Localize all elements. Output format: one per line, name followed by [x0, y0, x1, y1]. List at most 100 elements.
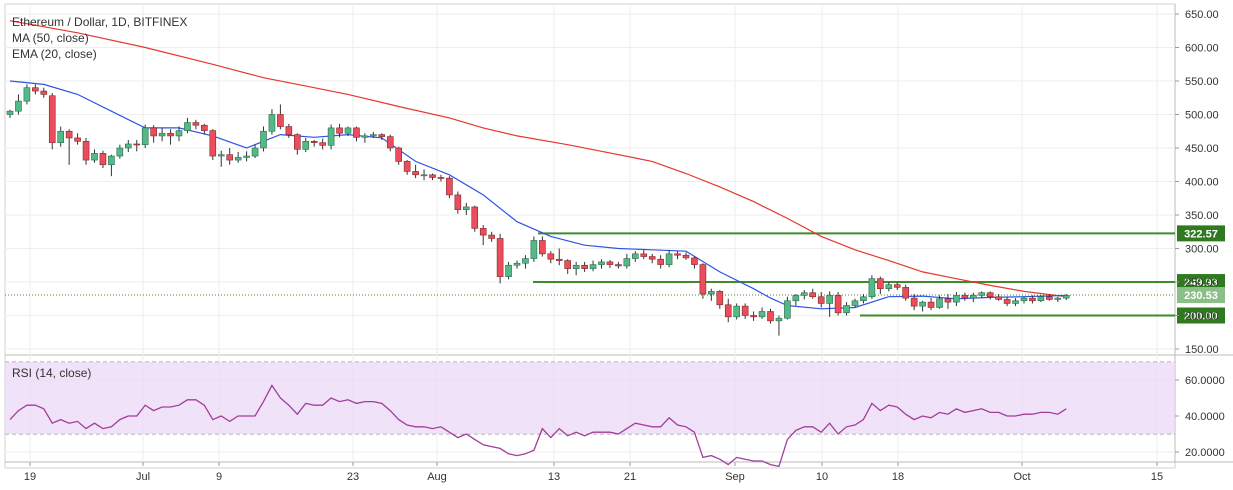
y-tick-label: 150.00: [1185, 344, 1219, 356]
candle-body: [767, 311, 774, 322]
last-price-tag: [1177, 287, 1225, 304]
candle-body: [817, 296, 825, 304]
candle-body: [741, 305, 749, 316]
candle-body: [125, 143, 132, 149]
candle-body: [327, 127, 335, 146]
candle-body: [496, 238, 504, 277]
candle-body: [792, 295, 800, 302]
candle-body: [936, 298, 943, 308]
ema-legend: EMA (20, close): [12, 47, 97, 61]
candle-body: [598, 261, 605, 265]
candle-body: [885, 284, 893, 289]
candle-body: [564, 260, 572, 269]
ma50-line: [9, 20, 1067, 298]
candle-body: [716, 291, 724, 306]
x-tick-label: 23: [347, 471, 359, 483]
candle-body: [995, 296, 1002, 300]
candle-body: [1003, 299, 1011, 304]
candle-body: [530, 240, 538, 259]
level-tag: [1177, 307, 1225, 324]
y-tick-label: 450.00: [1185, 143, 1219, 155]
candle-body: [91, 153, 98, 161]
candle-body: [1054, 297, 1062, 300]
candle-body: [539, 240, 546, 255]
candle-body: [758, 311, 766, 318]
support-resistance-levels: 322.57 249.93 200.00 230.53: [5, 225, 1225, 324]
candle-body: [251, 147, 259, 157]
candle-body: [944, 298, 952, 303]
candle-body: [986, 292, 994, 298]
rsi-series: [9, 384, 1067, 468]
x-tick-label: Sep: [725, 471, 745, 483]
y-tick-label: 600.00: [1185, 43, 1219, 55]
candle-body: [547, 253, 555, 260]
candle-body: [691, 257, 698, 265]
candle-body: [505, 264, 512, 277]
candle-body: [733, 305, 741, 318]
candle-body: [471, 206, 479, 229]
candle-body: [657, 258, 664, 265]
candle-body: [353, 127, 360, 138]
candle-body: [437, 177, 445, 179]
x-tick-label: 15: [1151, 471, 1163, 483]
candle-body: [479, 228, 487, 236]
candle-body: [513, 262, 521, 266]
candle-body: [488, 234, 495, 239]
candle-body: [877, 278, 884, 289]
main-legend: Ethereum / Dollar, 1D, BITFINEX MA (50, …: [12, 14, 187, 62]
candle-body: [116, 147, 124, 157]
candle-body: [209, 130, 217, 157]
candle-body: [446, 177, 453, 196]
chart-title: Ethereum / Dollar, 1D, BITFINEX: [12, 15, 188, 29]
candle-body: [57, 130, 65, 143]
candle-body: [919, 301, 926, 307]
x-tick-label: 10: [816, 471, 828, 483]
axes: 19 Jul 9 23 Aug 13 21 Sep 10 18 Oct 15 650.00 600.00 5…: [24, 9, 1225, 483]
candle-body: [260, 130, 267, 149]
last-price-label: 230.53: [1184, 290, 1218, 302]
candle-body: [74, 137, 81, 142]
candle-body: [927, 301, 935, 308]
candle-body: [784, 300, 791, 319]
candle-body: [665, 253, 673, 265]
candle-body: [1037, 296, 1045, 302]
candle-body: [412, 171, 419, 176]
candle-body: [48, 95, 56, 143]
candle-body: [1046, 296, 1053, 300]
candle-body: [910, 297, 918, 307]
candle-body: [420, 174, 428, 177]
candle-body: [310, 141, 318, 143]
candle-body: [615, 264, 622, 267]
rsi-legend: RSI (14, close): [12, 366, 92, 380]
x-tick-label: 13: [548, 471, 560, 483]
rsi-y-tick-label: 60.0000: [1185, 375, 1225, 387]
candle-body: [1062, 295, 1070, 299]
x-tick-label: 21: [624, 471, 636, 483]
candle-body: [302, 141, 310, 150]
candle-body: [395, 147, 403, 162]
x-tick-label: 9: [216, 471, 222, 483]
candle-body: [201, 124, 208, 131]
candle-body: [15, 100, 22, 112]
candle-body: [969, 295, 977, 299]
level-label: 249.93: [1184, 277, 1218, 289]
y-tick-label: 550.00: [1185, 76, 1219, 88]
candle-body: [555, 258, 563, 261]
candle-body: [902, 287, 910, 299]
y-tick-label: 200.00: [1185, 311, 1219, 323]
candle-body: [108, 155, 115, 166]
level-tag: [1177, 274, 1225, 291]
candle-body: [370, 134, 377, 137]
candle-body: [277, 114, 284, 127]
candle-body: [454, 194, 462, 210]
rsi-line: [9, 384, 1067, 468]
candle-body: [893, 284, 901, 288]
candle-body: [724, 304, 732, 318]
x-tick-label: Aug: [427, 471, 447, 483]
candle-body: [65, 130, 73, 139]
level-label: 200.00: [1184, 311, 1218, 323]
candle-body: [167, 132, 174, 137]
candle-body: [1029, 297, 1036, 302]
candle-body: [285, 126, 293, 135]
